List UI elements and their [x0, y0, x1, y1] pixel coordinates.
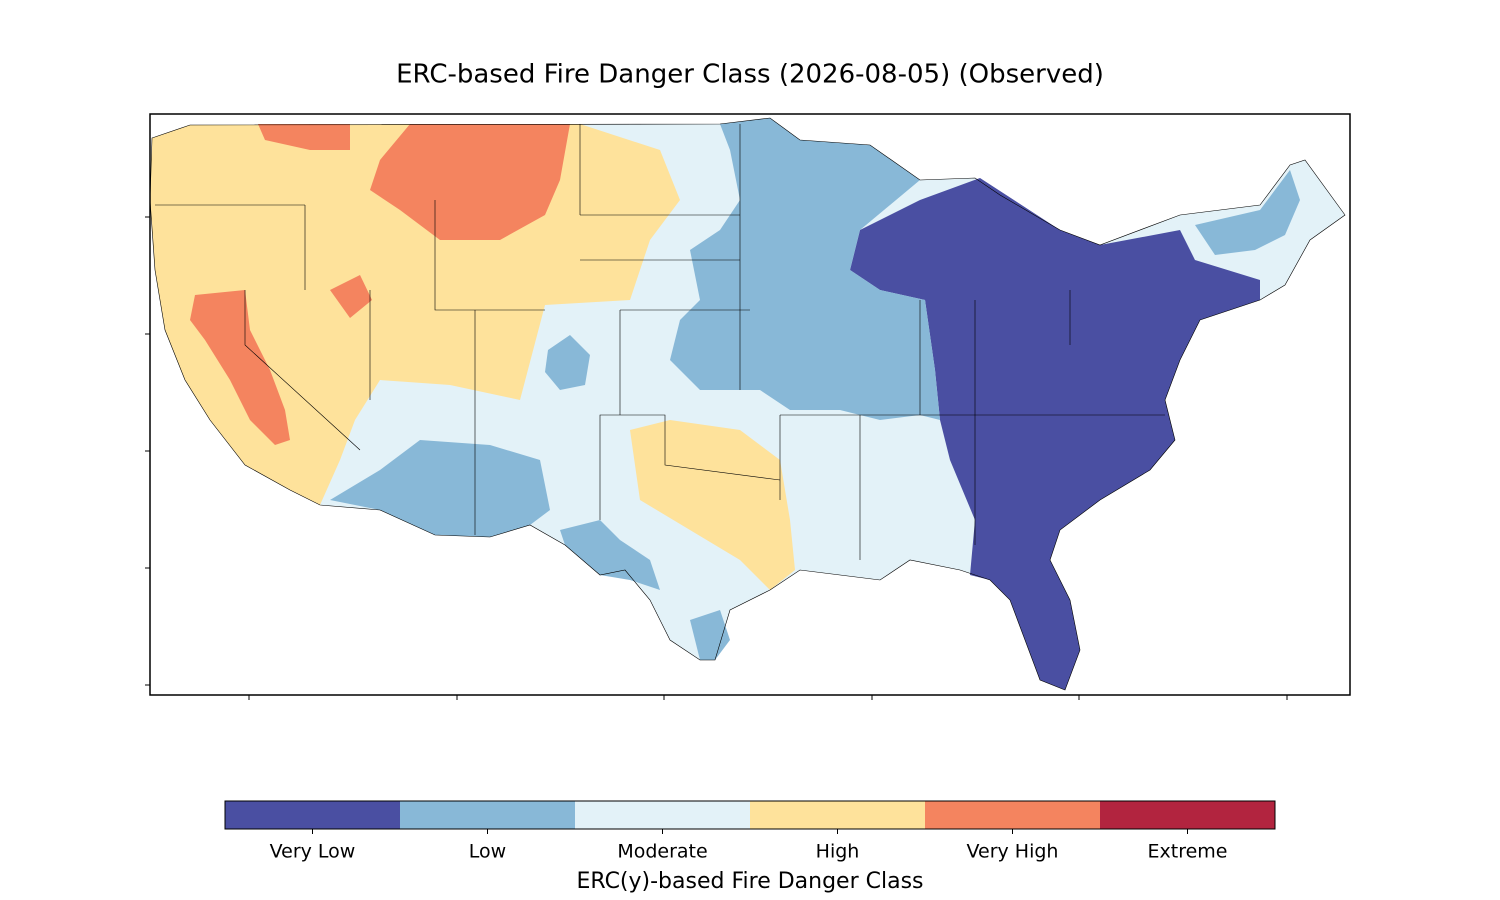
colorbar-frame: [224, 800, 1276, 830]
region-very-high: [330, 275, 372, 318]
axis-ticks: [145, 216, 1288, 700]
map-title: ERC-based Fire Danger Class (2026-08-05)…: [396, 60, 1104, 90]
region-low: [545, 335, 590, 390]
colorbar-swatch: [400, 801, 575, 829]
map: [149, 117, 1346, 691]
region-low: [1195, 170, 1300, 255]
colorbar-swatch: [925, 801, 1100, 829]
colorbar: Very Low Low Moderate High Very High Extreme: [224, 800, 1276, 863]
colorbar-label: ERC(y)-based Fire Danger Class: [576, 869, 923, 894]
region-very-high: [190, 290, 290, 445]
colorbar-swatch: [575, 801, 750, 829]
state-borders: [155, 124, 1165, 560]
colorbar-tick-label: Extreme: [1148, 841, 1228, 863]
country-outline: [149, 117, 1346, 691]
colorbar-swatch: [225, 801, 400, 829]
region-low: [330, 440, 550, 537]
map-frame: [149, 113, 1351, 696]
region-low: [560, 520, 660, 590]
colorbar-tick-label: Very High: [967, 841, 1059, 863]
colorbar-tick-label: Very Low: [270, 841, 356, 863]
region-low: [690, 610, 730, 660]
region-very-high: [258, 124, 350, 150]
region-low: [670, 118, 940, 420]
region-high: [630, 420, 795, 590]
colorbar-tick-label: Moderate: [617, 841, 707, 863]
region-very-high: [370, 124, 570, 240]
colorbar-swatch: [1100, 801, 1275, 829]
region-very-low: [850, 178, 1260, 690]
colorbar-swatch: [750, 801, 925, 829]
colorbar-tick-label: High: [816, 841, 860, 863]
colorbar-tick-label: Low: [469, 841, 506, 863]
